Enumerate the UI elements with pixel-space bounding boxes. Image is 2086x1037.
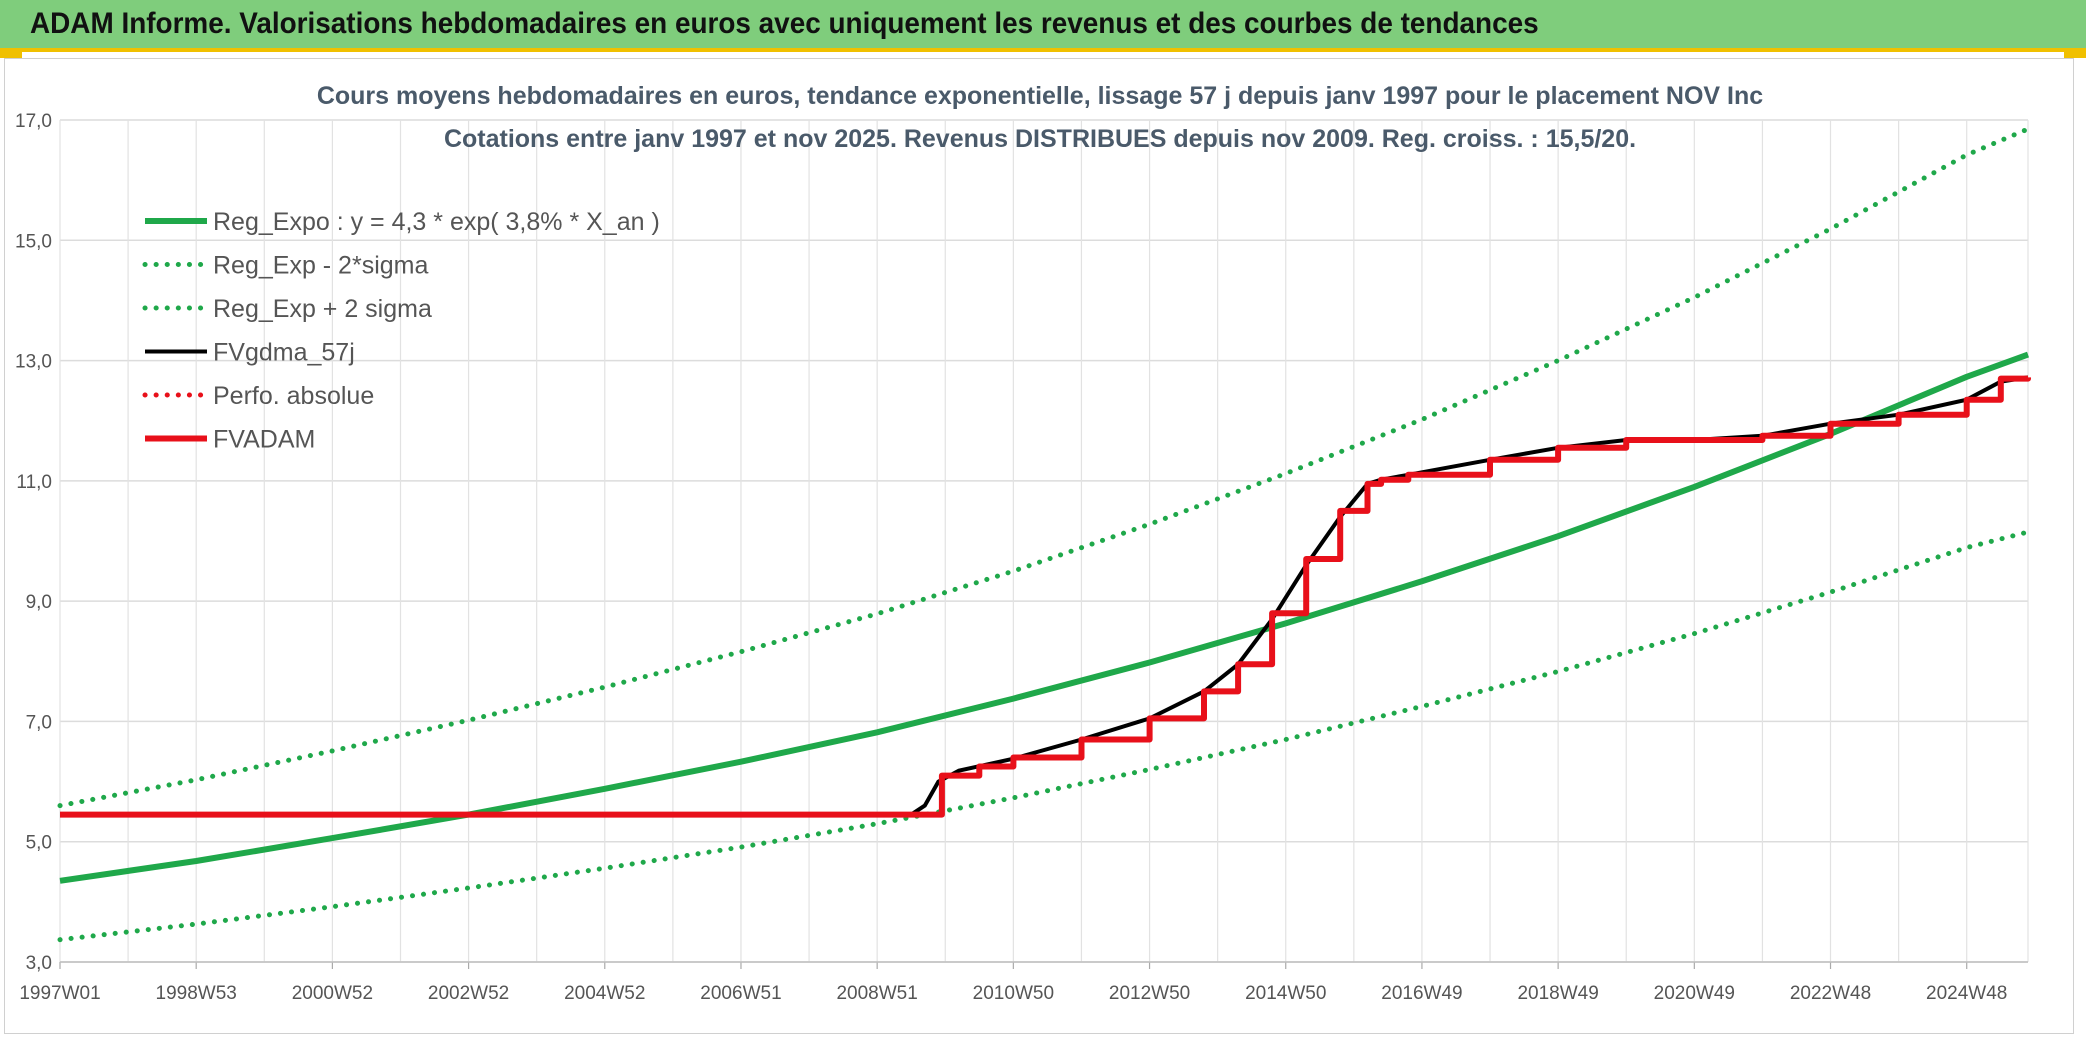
banner-title: ADAM Informe. Valorisations hebdomadaire…: [30, 7, 1539, 40]
legend-entry: Reg_Exp - 2*sigma: [213, 252, 428, 280]
x-tick-label: 2020W49: [1654, 983, 1735, 1004]
chart: 3,0 5,0 7,0 9,0 11,0 13,0 15,0 17,0 1997W01 1998W…: [15, 82, 2031, 1004]
chart-frame: 3,0 5,0 7,0 9,0 11,0 13,0 15,0 17,0 1997W01 1998W…: [4, 58, 2074, 1034]
x-tick-label: 2018W49: [1517, 983, 1598, 1004]
y-tick-label: 3,0: [26, 953, 52, 974]
chart-title-line1: Cours moyens hebdomadaires en euros, ten…: [317, 82, 1763, 110]
y-tick-label: 9,0: [26, 592, 52, 613]
x-tick-label: 2010W50: [973, 983, 1054, 1004]
legend-entry: FVgdma_57j: [213, 339, 355, 367]
series-line-0: [59, 351, 2030, 884]
x-tick-label: 2012W50: [1109, 983, 1190, 1004]
series-line-5: [60, 375, 2031, 818]
legend-entry: FVADAM: [213, 426, 315, 454]
y-tick-label: 5,0: [26, 833, 52, 854]
y-tick-label: 7,0: [26, 712, 52, 733]
axes: 3,0 5,0 7,0 9,0 11,0 13,0 15,0 17,0 1997W01 1998W…: [15, 111, 2028, 1004]
series-lines: [57, 126, 2031, 943]
y-tick-label: 11,0: [16, 472, 52, 493]
x-tick-label: 1998W53: [156, 983, 237, 1004]
y-tick-label: 13,0: [15, 352, 52, 373]
legend-entry: Reg_Expo : y = 4,3 * exp( 3,8% * X_an ): [213, 208, 660, 236]
series-line-2: [57, 126, 2031, 809]
series-line-1: [57, 529, 2031, 943]
x-tick-label: 2006W51: [700, 983, 781, 1004]
x-tick-label: 2000W52: [292, 983, 373, 1004]
x-tick-label: 2016W49: [1381, 983, 1462, 1004]
legend-entry: Reg_Exp + 2 sigma: [213, 295, 432, 323]
x-tick-label: 2002W52: [428, 983, 509, 1004]
x-tick-label: 2014W50: [1245, 983, 1326, 1004]
x-tick-label: 2004W52: [564, 983, 645, 1004]
x-tick-label: 2022W48: [1790, 983, 1871, 1004]
top-banner: ADAM Informe. Valorisations hebdomadaire…: [0, 0, 2086, 52]
x-tick-label: 2024W48: [1926, 983, 2007, 1004]
series-line-3: [60, 375, 2029, 817]
y-tick-label: 15,0: [15, 231, 52, 252]
grid: [59, 119, 2029, 963]
legend: Reg_Expo : y = 4,3 * exp( 3,8% * X_an ) R…: [142, 208, 660, 454]
corner-accent-right: [2064, 48, 2086, 58]
chart-title-line2: Cotations entre janv 1997 et nov 2025. R…: [444, 125, 1636, 153]
x-tick-label: 2008W51: [836, 983, 917, 1004]
x-tick-label: 1997W01: [19, 983, 100, 1004]
y-tick-label: 17,0: [15, 111, 52, 132]
chart-title: Cours moyens hebdomadaires en euros, ten…: [317, 82, 1763, 153]
corner-accent-left: [0, 48, 22, 58]
legend-entry: Perfo. absolue: [213, 382, 374, 410]
